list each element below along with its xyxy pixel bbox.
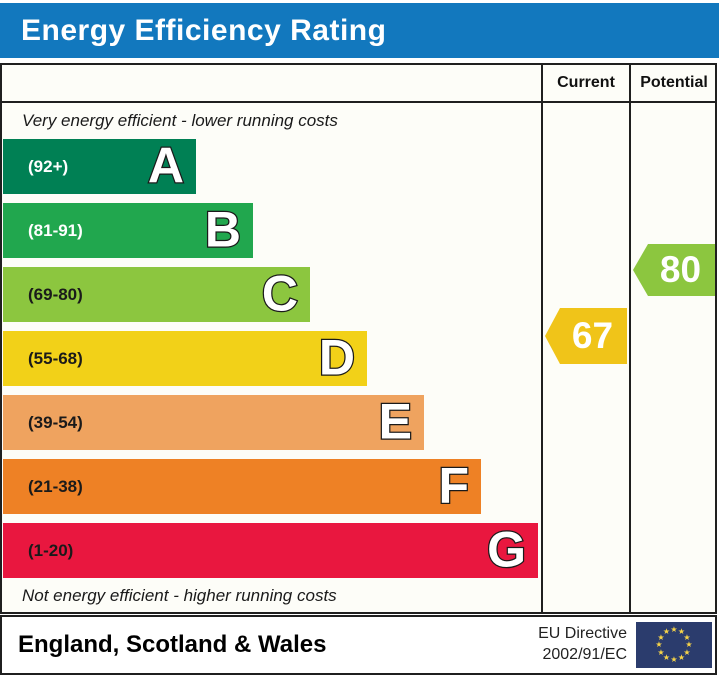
bottom-note: Not energy efficient - higher running co…: [22, 586, 337, 605]
band-row-b: (81-91) B: [3, 200, 253, 259]
band-f-range: (21-38): [28, 477, 83, 496]
eu-flag-star: ★: [677, 652, 686, 662]
band-row-a: (92+) A: [3, 136, 196, 195]
current-rating-value: 67: [571, 315, 614, 356]
band-g-range: (1-20): [28, 541, 74, 560]
band-e-range: (39-54): [28, 413, 83, 432]
footer-bar: England, Scotland & Wales EU Directive 2…: [0, 615, 717, 675]
band-row-e: (39-54) E: [3, 392, 424, 451]
band-d-letter: D: [318, 328, 357, 387]
eu-flag-star: ★: [662, 627, 671, 636]
band-e-letter: E: [377, 392, 413, 451]
band-a-letter: A: [147, 136, 186, 195]
band-g-letter: G: [486, 520, 527, 579]
band-f-letter: F: [437, 456, 470, 515]
band-c-letter: C: [261, 264, 300, 323]
band-b-letter: B: [204, 200, 243, 259]
header-divider: [0, 101, 717, 103]
band-row-f: (21-38) F: [3, 456, 481, 515]
band-row-g: (1-20) G: [3, 520, 538, 579]
eu-directive-line2: 2002/91/EC: [542, 646, 627, 663]
title-bar: Energy Efficiency Rating: [0, 3, 719, 58]
top-note: Very energy efficient - lower running co…: [22, 111, 338, 130]
column-header-current: Current: [557, 74, 615, 91]
eu-flag-star: ★: [670, 625, 678, 634]
region-label: England, Scotland & Wales: [18, 631, 327, 658]
eu-flag-star: ★: [683, 632, 691, 642]
band-row-c: (69-80) C: [3, 264, 310, 323]
potential-rating-value: 80: [659, 249, 702, 290]
band-c-range: (69-80): [28, 285, 83, 304]
page-title: Energy Efficiency Rating: [21, 13, 387, 47]
eu-flag-star: ★: [655, 640, 663, 649]
band-b-range: (81-91): [28, 221, 83, 240]
eu-flag-star: ★: [685, 640, 693, 649]
eu-flag-star: ★: [670, 655, 678, 664]
column-divider-current: [541, 63, 543, 614]
band-row-d: (55-68) D: [3, 328, 367, 387]
current-rating-marker: 67: [545, 308, 627, 364]
band-d-range: (55-68): [28, 349, 83, 368]
column-divider-potential: [629, 63, 631, 614]
eu-flag-star: ★: [683, 647, 691, 657]
eu-flag-icon: ★ ★ ★ ★ ★ ★ ★ ★ ★ ★ ★ ★: [636, 622, 712, 668]
eu-flag-star: ★: [662, 652, 671, 662]
potential-rating-marker: 80: [633, 244, 715, 296]
eu-flag-star: ★: [657, 647, 665, 657]
column-header-potential: Potential: [640, 74, 708, 91]
eu-directive-line1: EU Directive: [538, 625, 627, 643]
eu-flag-star: ★: [657, 632, 665, 642]
band-a-range: (92+): [28, 157, 69, 176]
eu-flag-star: ★: [677, 627, 686, 636]
eu-directive-label: EU Directive 2002/91/EC: [538, 624, 627, 666]
